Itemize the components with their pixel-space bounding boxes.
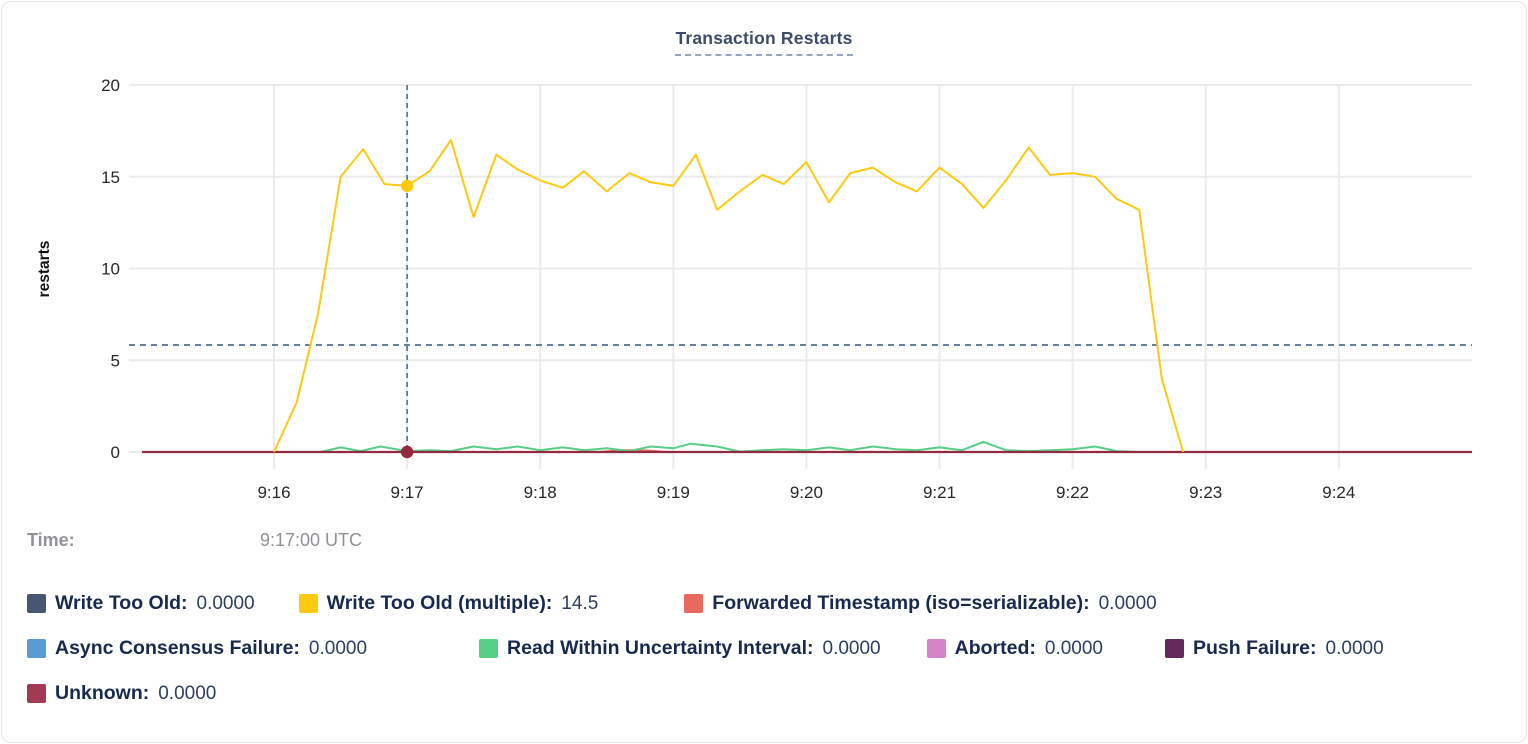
y-axis-label: restarts xyxy=(36,241,53,298)
legend-value-write-too-old: 0.0000 xyxy=(196,592,255,614)
x-tick-label: 9:23 xyxy=(1189,483,1222,502)
legend-label-forwarded-timestamp: Forwarded Timestamp (iso=serializable): xyxy=(712,592,1090,614)
legend-item-aborted: Aborted: 0.0000 xyxy=(926,637,1103,660)
series-line-write-too-old-multiple xyxy=(273,139,1185,453)
legend-value-forwarded-timestamp: 0.0000 xyxy=(1098,592,1157,614)
legend-label-aborted: Aborted: xyxy=(954,637,1036,659)
x-tick-label: 9:17 xyxy=(391,483,424,502)
legend-item-write-too-old: Write Too Old: 0.0000 xyxy=(27,592,255,615)
legend-label-write-too-old-multiple: Write Too Old (multiple): xyxy=(326,592,553,614)
legend-item-unknown: Unknown: 0.0000 xyxy=(27,682,216,705)
x-tick-label: 9:21 xyxy=(923,483,956,502)
legend-swatch-aborted xyxy=(926,639,946,658)
legend-swatch-write-too-old-multiple xyxy=(298,594,318,613)
series-line-read-within-uncertainty-interval xyxy=(320,440,1140,453)
legend-row-1: Async Consensus Failure: 0.0000 Read Withi… xyxy=(27,637,1384,660)
legend-swatch-async-consensus-failure xyxy=(27,639,46,658)
time-row: Time: 9:17:00 UTC xyxy=(2,530,1526,556)
legend-row-2: Unknown: 0.0000 xyxy=(27,682,216,705)
legend-swatch-write-too-old xyxy=(27,594,46,613)
legend-value-async-consensus-failure: 0.0000 xyxy=(308,637,368,659)
legend-label-push-failure: Push Failure: xyxy=(1193,637,1317,659)
legend-swatch-read-within-uncertainty-interval xyxy=(479,639,499,658)
x-tick-label: 9:16 xyxy=(257,483,290,502)
legend-swatch-push-failure xyxy=(1165,639,1184,658)
y-tick-label: 15 xyxy=(101,168,120,187)
legend-item-push-failure: Push Failure: 0.0000 xyxy=(1165,637,1384,660)
legend-swatch-forwarded-timestamp xyxy=(684,594,704,613)
legend-item-read-within-uncertainty-interval: Read Within Uncertainty Interval: 0.0000 xyxy=(479,637,881,660)
x-tick-label: 9:22 xyxy=(1056,483,1089,502)
chart-title-wrap: Transaction Restarts xyxy=(2,28,1526,56)
x-tick-label: 9:20 xyxy=(790,483,823,502)
legend-item-write-too-old-multiple: Write Too Old (multiple): 14.5 xyxy=(298,592,599,615)
legend-item-async-consensus-failure: Async Consensus Failure: 0.0000 xyxy=(27,637,367,660)
legend-item-forwarded-timestamp: Forwarded Timestamp (iso=serializable): 0… xyxy=(684,592,1157,615)
legend-value-read-within-uncertainty-interval: 0.0000 xyxy=(822,637,881,659)
chart-title: Transaction Restarts xyxy=(675,28,853,56)
legend-row-0: Write Too Old: 0.0000 Write Too Old (multi… xyxy=(27,592,1157,615)
time-value: 9:17:00 UTC xyxy=(260,530,363,550)
x-tick-label: 9:24 xyxy=(1322,483,1355,502)
legend-swatch-unknown xyxy=(27,684,46,703)
legend-label-write-too-old: Write Too Old: xyxy=(55,592,188,614)
y-tick-label: 20 xyxy=(101,76,120,95)
y-tick-label: 0 xyxy=(111,443,120,462)
y-tick-label: 5 xyxy=(111,351,120,370)
legend-label-unknown: Unknown: xyxy=(55,682,150,704)
transaction-restarts-chart[interactable]: 0 5 10 15 20 9:16 9:17 9:18 9:19 9:20 9:21 9:22 9:23… xyxy=(2,2,1527,517)
legend-value-unknown: 0.0000 xyxy=(158,682,217,704)
hover-dot-write-too-old-multiple xyxy=(400,179,414,193)
y-tick-label: 10 xyxy=(101,260,120,279)
x-tick-label: 9:19 xyxy=(657,483,690,502)
x-tick-label: 9:18 xyxy=(524,483,557,502)
hover-dot-unknown xyxy=(400,445,414,459)
legend-value-write-too-old-multiple: 14.5 xyxy=(561,592,599,614)
legend-label-read-within-uncertainty-interval: Read Within Uncertainty Interval: xyxy=(507,637,814,659)
time-label: Time: xyxy=(27,530,75,550)
legend-value-aborted: 0.0000 xyxy=(1044,637,1103,659)
legend-value-push-failure: 0.0000 xyxy=(1325,637,1384,659)
legend-label-async-consensus-failure: Async Consensus Failure: xyxy=(55,637,300,659)
